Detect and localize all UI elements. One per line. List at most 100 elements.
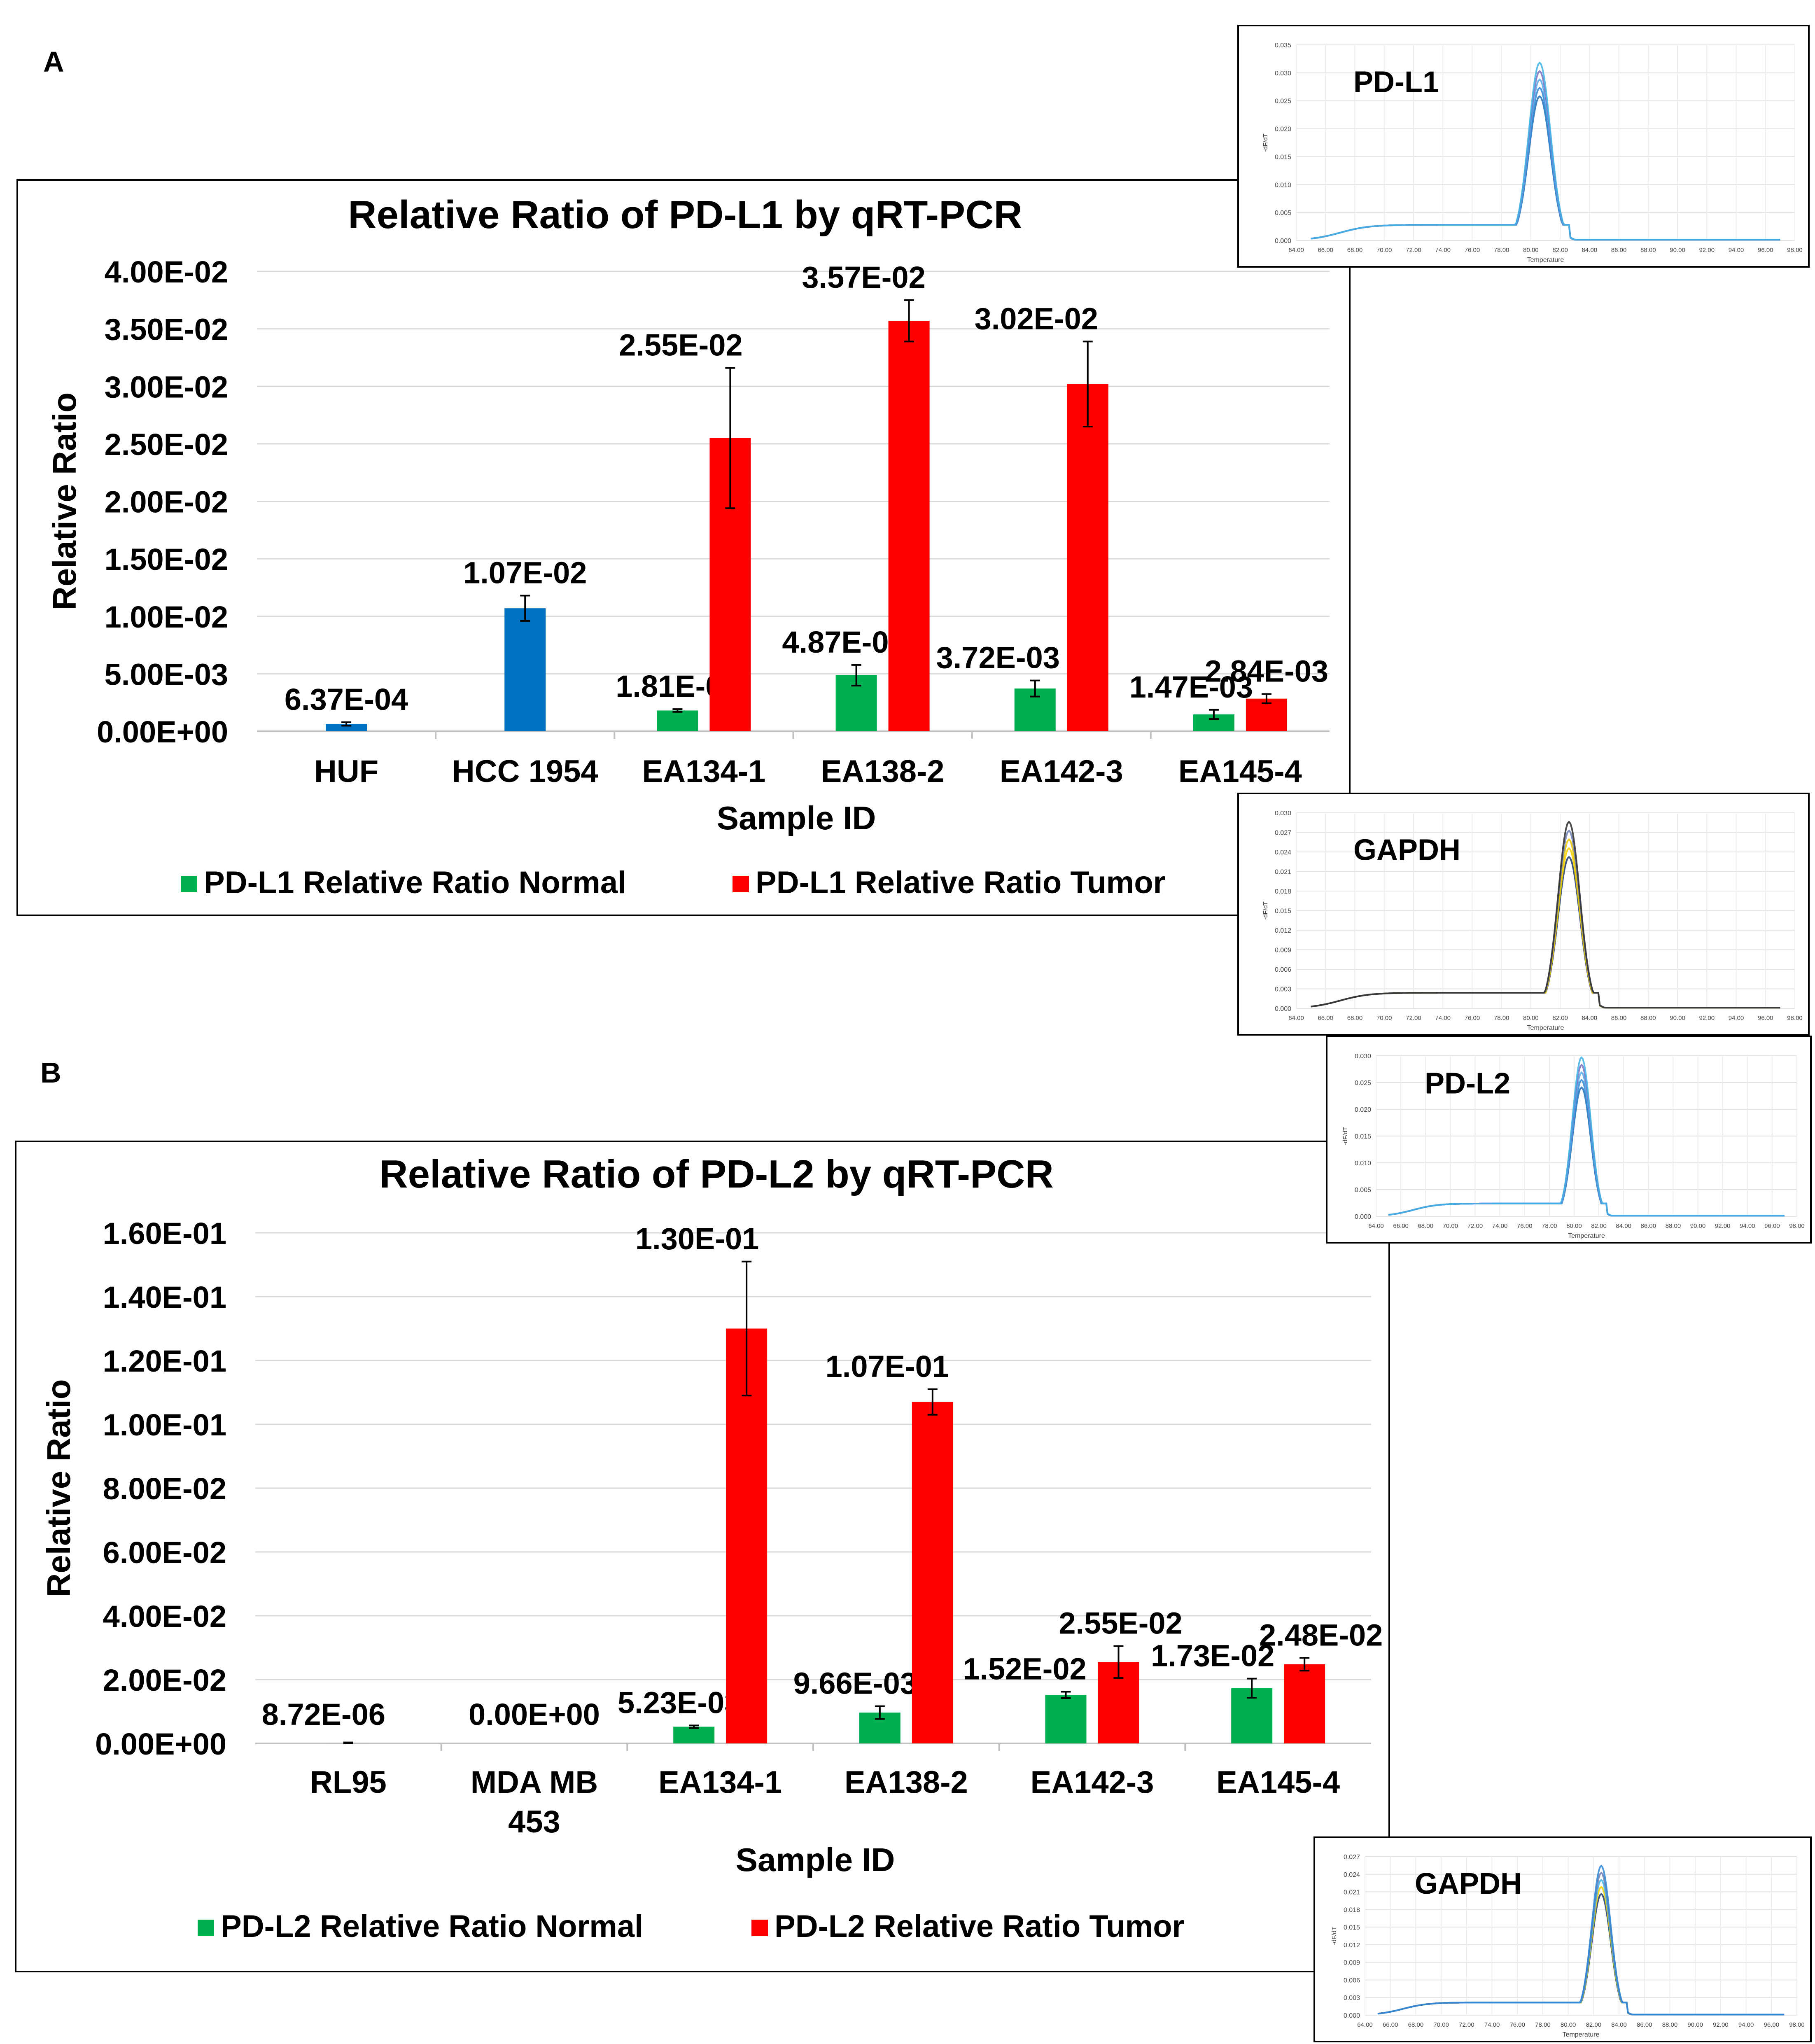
gapdh-inset-b-melt-curve <box>1378 1894 1784 2015</box>
pd-l2-inset-xtick-label: 74.00 <box>1492 1223 1508 1230</box>
gapdh-melt-curve-svg-a: 0.0000.0030.0060.0090.0120.0150.0180.021… <box>1239 794 1811 1037</box>
pd-l1-inset-xtick-label: 68.00 <box>1347 247 1363 254</box>
pd-l1-inset-ytick-label: 0.030 <box>1275 70 1291 77</box>
gapdh-inset-b-ytick-label: 0.021 <box>1344 1889 1360 1896</box>
gapdh-inset-b-xtick-label: 94.00 <box>1738 2021 1754 2028</box>
gapdh-inset-b-xtick-label: 70.00 <box>1433 2021 1449 2028</box>
pd-l1-data-label: 3.02E-02 <box>975 301 1098 336</box>
pd-l1-inset-xtick-label: 82.00 <box>1552 247 1568 254</box>
gapdh-inset-b-xtick-label: 86.00 <box>1637 2021 1652 2028</box>
pd-l1-ytick-label: 1.50E-02 <box>105 542 228 576</box>
pd-l1-xtick-label: EA145-4 <box>1178 754 1302 789</box>
pd-l2-inset-xtick-label: 76.00 <box>1517 1223 1533 1230</box>
gapdh-inset-b-ytick-label: 0.003 <box>1344 1995 1360 2002</box>
gapdh-inset-b-xtick-label: 96.00 <box>1764 2021 1780 2028</box>
pd-l2-ylabel: Relative Ratio <box>40 1379 77 1597</box>
pd-l1-ytick-label: 5.00E-03 <box>105 657 228 691</box>
gapdh-inset-a-ytick-label: 0.015 <box>1275 908 1291 915</box>
pd-l1-inset-xtick-label: 84.00 <box>1582 247 1598 254</box>
gapdh-inset-a-ytick-label: 0.000 <box>1275 1006 1291 1013</box>
pd-l1-inset-xlabel: Temperature <box>1527 257 1564 264</box>
pd-l1-inset-ytick-label: 0.005 <box>1275 210 1291 217</box>
pd-l2-inset-ytick-label: 0.025 <box>1355 1080 1371 1087</box>
pd-l1-inset-xtick-label: 70.00 <box>1376 247 1392 254</box>
pd-l2-data-label: 0.00E+00 <box>469 1697 600 1731</box>
pd-l2-inset-xtick-label: 98.00 <box>1789 1223 1805 1230</box>
pd-l1-data-label: 2.84E-03 <box>1205 654 1328 688</box>
pd-l1-inset-melt-curve <box>1311 88 1780 240</box>
gapdh-inset-b-ytick-label: 0.024 <box>1344 1871 1360 1878</box>
pd-l2-data-label: 2.55E-02 <box>1059 1606 1182 1640</box>
gapdh-inset-a-xtick-label: 78.00 <box>1494 1015 1509 1022</box>
gapdh-inset-b-xtick-label: 66.00 <box>1383 2021 1398 2028</box>
gapdh-inset-a-ytick-label: 0.003 <box>1275 986 1291 993</box>
pd-l1-ytick-label: 2.00E-02 <box>105 485 228 519</box>
pd-l2-inset-xlabel: Temperature <box>1568 1232 1605 1239</box>
gapdh-inset-b-xtick-label: 82.00 <box>1586 2021 1602 2028</box>
pd-l1-bar <box>1067 384 1108 731</box>
pd-l1-title: Relative Ratio of PD-L1 by qRT-PCR <box>348 193 1022 237</box>
pd-l2-inset-xtick-label: 80.00 <box>1566 1223 1582 1230</box>
pd-l2-inset-ytick-label: 0.000 <box>1355 1213 1371 1220</box>
gapdh-inset-a-xtick-label: 64.00 <box>1288 1015 1304 1022</box>
pd-l2-ytick-label: 4.00E-02 <box>103 1599 226 1633</box>
gapdh-inset-a-melt-curve <box>1311 857 1780 1008</box>
pd-l1-inset-ytick-label: 0.015 <box>1275 154 1291 161</box>
pd-l1-bar <box>889 321 930 731</box>
pd-l1-inset-xtick-label: 86.00 <box>1611 247 1627 254</box>
pd-l2-data-label: 2.48E-02 <box>1259 1618 1383 1652</box>
gapdh-inset-b-xtick-label: 78.00 <box>1535 2021 1551 2028</box>
gapdh-inset-a-xtick-label: 66.00 <box>1318 1015 1333 1022</box>
pd-l1-ytick-label: 0.00E+00 <box>97 715 228 749</box>
gapdh-inset-b-ytick-label: 0.015 <box>1344 1924 1360 1931</box>
pd-l2-data-label: 8.72E-06 <box>262 1697 385 1731</box>
pd-l2-ytick-label: 1.20E-01 <box>103 1344 226 1378</box>
gapdh-inset-a-xlabel: Temperature <box>1527 1024 1564 1031</box>
pd-l2-bar <box>1045 1695 1087 1743</box>
pd-l1-inset-xtick-label: 92.00 <box>1699 247 1715 254</box>
pd-l2-inset-xtick-label: 68.00 <box>1418 1223 1433 1230</box>
pd-l2-inset-xtick-label: 70.00 <box>1443 1223 1458 1230</box>
pd-l2-xlabel: Sample ID <box>736 1841 895 1878</box>
pd-l1-data-label: 3.72E-03 <box>936 641 1060 675</box>
pd-l1-inset-xtick-label: 78.00 <box>1494 247 1509 254</box>
gapdh-inset-a-ytick-label: 0.030 <box>1275 810 1291 817</box>
pd-l1-inset-xtick-label: 90.00 <box>1670 247 1685 254</box>
pd-l1-legend-label: PD-L1 Relative Ratio Normal <box>204 865 626 900</box>
gapdh-inset-b-xtick-label: 92.00 <box>1713 2021 1729 2028</box>
pd-l2-inset-ytick-label: 0.015 <box>1355 1133 1371 1140</box>
gapdh-inset-b-ytick-label: 0.006 <box>1344 1977 1360 1984</box>
pd-l2-ytick-label: 2.00E-02 <box>103 1663 226 1697</box>
pd-l2-inset-xtick-label: 88.00 <box>1666 1223 1681 1230</box>
pd-l2-xtick-label: EA145-4 <box>1216 1765 1340 1800</box>
pd-l1-ytick-label: 4.00E-02 <box>105 255 228 289</box>
gapdh-inset-b-xtick-label: 68.00 <box>1408 2021 1424 2028</box>
gapdh-inset-b-xtick-label: 64.00 <box>1357 2021 1373 2028</box>
pd-l1-inset-xtick-label: 98.00 <box>1787 247 1803 254</box>
pd-l2-chart-svg: Relative Ratio of PD-L2 by qRT-PCR 0.00E+… <box>16 1142 1392 1974</box>
gapdh-inset-a-label: GAPDH <box>1353 833 1460 866</box>
gapdh-inset-a-xtick-label: 92.00 <box>1699 1015 1715 1022</box>
gapdh-inset-a-xtick-label: 86.00 <box>1611 1015 1627 1022</box>
pd-l1-inset-xtick-label: 74.00 <box>1435 247 1451 254</box>
pd-l1-inset-xtick-label: 66.00 <box>1318 247 1333 254</box>
gapdh-inset-a-ytick-label: 0.009 <box>1275 947 1291 954</box>
pd-l2-inset-xtick-label: 78.00 <box>1542 1223 1557 1230</box>
gapdh-inset-b-xtick-label: 72.00 <box>1459 2021 1474 2028</box>
pd-l1-inset-xtick-label: 80.00 <box>1523 247 1539 254</box>
pd-l2-xtick-label: RL95 <box>310 1765 387 1800</box>
pd-l1-data-label: 1.07E-02 <box>463 555 587 590</box>
pd-l2-inset-melt-curve <box>1388 1080 1785 1216</box>
gapdh-inset-b-ylabel: -dF/dT <box>1331 1927 1338 1945</box>
pd-l2-inset-xtick-label: 82.00 <box>1591 1223 1607 1230</box>
gapdh-melt-curve-svg-b: 0.0000.0030.0060.0090.0120.0150.0180.021… <box>1315 1838 1813 2044</box>
pd-l1-chart-svg: Relative Ratio of PD-L1 by qRT-PCR 0.00E+… <box>18 181 1352 918</box>
pd-l2-title: Relative Ratio of PD-L2 by qRT-PCR <box>379 1152 1054 1196</box>
pd-l2-inset-ytick-label: 0.010 <box>1355 1160 1371 1167</box>
pd-l1-xtick-label: HUF <box>314 754 378 789</box>
gapdh-inset-a-ytick-label: 0.027 <box>1275 830 1291 837</box>
gapdh-inset-a-xtick-label: 84.00 <box>1582 1015 1598 1022</box>
pd-l1-inset-xtick-label: 76.00 <box>1465 247 1480 254</box>
